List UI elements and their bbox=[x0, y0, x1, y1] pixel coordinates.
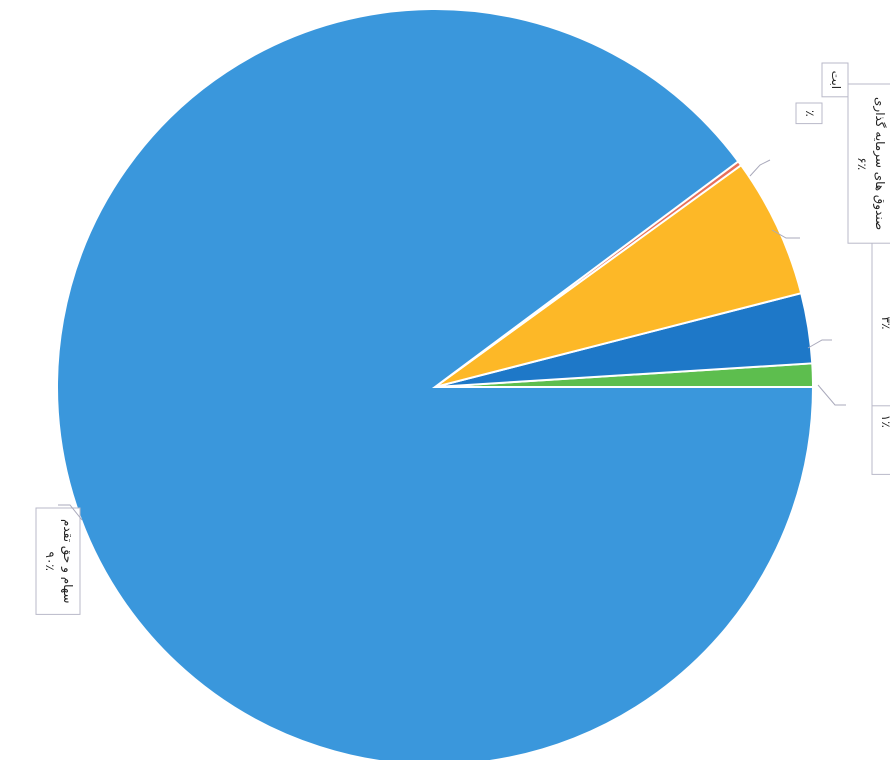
pie-slice-2 bbox=[434, 163, 803, 388]
label-small-slice-leader bbox=[749, 159, 771, 177]
label-trade-receivables-text-1: ۳٪ bbox=[879, 316, 890, 329]
label-shares-leader bbox=[58, 504, 83, 521]
label-small-slice-text-0: ٪ bbox=[803, 110, 817, 116]
label-partial: ابت bbox=[821, 62, 849, 98]
label-investment-funds-box bbox=[847, 83, 890, 244]
label-investment-funds-text-0: صندوق های سرمایه گذاری bbox=[872, 97, 887, 230]
label-investment-funds-text-1: ۶٪ bbox=[855, 157, 869, 170]
label-investment-funds-leader bbox=[771, 229, 800, 239]
label-shares-text-1: ۹۰٪ bbox=[43, 552, 57, 571]
label-small-slice-box bbox=[795, 102, 823, 125]
slice-labels: سایر دارایی ها۱٪حساب های دریافتنی تجاری۳… bbox=[35, 62, 890, 615]
label-trade-receivables: حساب های دریافتنی تجاری۳٪ bbox=[871, 239, 890, 407]
pie-slices bbox=[56, 8, 815, 760]
label-trade-receivables-box bbox=[871, 239, 890, 407]
label-shares-text-0: سهام و حق تقدم bbox=[60, 519, 75, 603]
label-other-assets-leader bbox=[817, 384, 846, 406]
label-other-assets-text-1: ۱٪ bbox=[879, 415, 890, 428]
label-partial-box bbox=[821, 62, 849, 98]
label-small-slice: ٪ bbox=[795, 102, 823, 125]
label-partial-text-0: ابت bbox=[829, 71, 843, 89]
pie-slice-4 bbox=[56, 8, 815, 760]
label-shares-box bbox=[35, 507, 81, 615]
label-trade-receivables-leader bbox=[807, 339, 832, 349]
